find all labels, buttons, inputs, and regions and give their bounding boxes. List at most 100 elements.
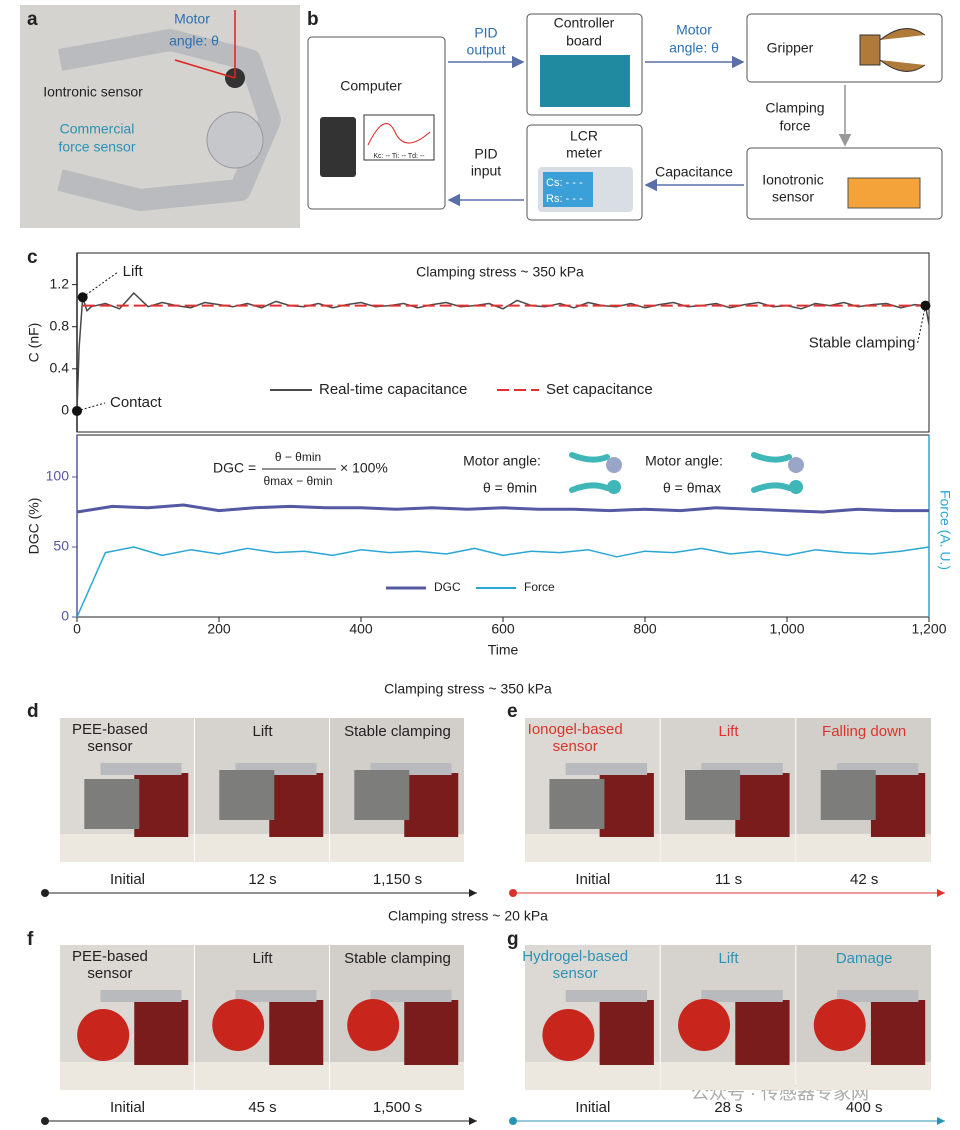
leader <box>916 305 926 344</box>
photo-object <box>813 999 866 1051</box>
panel-label: a <box>27 9 38 30</box>
annotation: Motor angle: <box>463 453 541 469</box>
caption: Ionogel-based <box>528 721 623 738</box>
caption: Lift <box>252 723 273 740</box>
leader <box>76 402 106 412</box>
photo-servo <box>134 773 189 837</box>
time-label: 45 s <box>248 1099 276 1116</box>
point-label: Stable clamping <box>809 335 916 352</box>
panel-b: b Computer Kc: -- Ti: -- Td: -- Controll… <box>307 9 943 221</box>
text: Capacitance <box>655 164 733 180</box>
photo-base <box>195 1062 329 1090</box>
annotation: θ = θmin <box>483 480 537 496</box>
icon <box>540 55 630 107</box>
y2-axis-label: Force (A. U.) <box>937 490 953 570</box>
time-label: 42 s <box>850 871 878 888</box>
photo-arm <box>837 990 919 1002</box>
timeline-start <box>41 889 49 897</box>
gripper-icon <box>606 457 622 473</box>
y-tick-label: 0 <box>61 402 69 418</box>
text: force <box>779 118 810 134</box>
annotation: Motor angle: <box>645 453 723 469</box>
caption: Damage <box>836 950 893 967</box>
caption: sensor <box>87 738 132 755</box>
text: Motor <box>174 11 210 27</box>
panel-label: f <box>27 929 34 950</box>
photo-object <box>542 1009 595 1061</box>
caption: sensor <box>553 965 598 982</box>
x-tick-label: 600 <box>491 621 515 637</box>
x-tick-label: 1,200 <box>911 621 946 637</box>
photo-base <box>796 1062 931 1090</box>
text: force sensor <box>58 139 135 155</box>
photo-servo <box>269 773 324 837</box>
caption: PEE-based <box>72 948 148 965</box>
time-label: 28 s <box>714 1099 742 1116</box>
timeline-arrow <box>937 1117 945 1125</box>
photo-servo <box>269 1000 324 1065</box>
photo-object <box>219 770 275 820</box>
photo-arm <box>370 990 452 1002</box>
gripper-icon <box>569 452 610 493</box>
icon <box>847 177 921 209</box>
x-tick-label: 1,000 <box>769 621 804 637</box>
photo-base <box>195 834 329 862</box>
caption: Hydrogel-based <box>522 948 628 965</box>
text: input <box>471 163 501 179</box>
x-tick-label: 200 <box>207 621 231 637</box>
photo-arm <box>565 763 648 775</box>
photo-arm <box>235 990 317 1002</box>
text: Rs: - - - <box>546 193 583 205</box>
y-tick-label: 0 <box>61 608 69 624</box>
photo-object <box>685 770 741 820</box>
caption: Stable clamping <box>344 723 451 740</box>
y-tick-label: 1.2 <box>50 275 70 291</box>
photo-servo <box>404 773 459 837</box>
caption: Falling down <box>822 723 906 740</box>
time-label: Initial <box>575 871 610 888</box>
panel-a: a Motor angle: θ Iontronic sensor Commer… <box>20 5 300 228</box>
time-label: 400 s <box>846 1099 883 1116</box>
photo-base <box>660 834 796 862</box>
time-label: 1,500 s <box>373 1099 422 1116</box>
panel-label: e <box>507 701 518 722</box>
panel-label: c <box>27 247 38 268</box>
text: sensor <box>772 189 814 205</box>
timeline-start <box>509 889 517 897</box>
photo-servo <box>735 1000 790 1065</box>
x-tick-label: 400 <box>349 621 373 637</box>
text: angle: θ <box>169 33 219 49</box>
icon <box>367 123 431 146</box>
photo-arm <box>565 990 648 1002</box>
chart-title: Clamping stress ~ 350 kPa <box>416 264 584 280</box>
photo-base <box>660 1062 796 1090</box>
legend-label: Set capacitance <box>546 381 653 398</box>
photo-base <box>60 834 194 862</box>
photo-base <box>525 1062 660 1090</box>
gripper-icon <box>607 480 621 494</box>
text: Clamping stress ~ 20 kPa <box>388 908 548 924</box>
formula: × 100% <box>340 460 388 476</box>
text: PID <box>474 25 497 41</box>
text: Kc: -- Ti: -- Td: -- <box>373 153 425 160</box>
timeline-arrow <box>469 1117 477 1125</box>
photo-servo <box>599 1000 654 1065</box>
legend-label: Force <box>524 580 555 594</box>
photo-object <box>549 779 605 829</box>
photo-object <box>820 770 876 820</box>
text: Gripper <box>767 40 814 56</box>
text: LCR <box>570 128 598 144</box>
gripper-icon <box>788 457 804 473</box>
formula: DGC = <box>213 460 256 476</box>
series-line <box>76 546 930 618</box>
panel-label: d <box>27 701 39 722</box>
text: Cs: - - - <box>546 177 583 189</box>
time-label: Initial <box>110 1099 145 1116</box>
time-label: 12 s <box>248 871 276 888</box>
text: Computer <box>340 78 402 94</box>
series-line <box>76 503 929 514</box>
text: Controller <box>554 15 615 31</box>
gripper-icon <box>789 480 803 494</box>
text: Iontronic sensor <box>43 84 143 100</box>
